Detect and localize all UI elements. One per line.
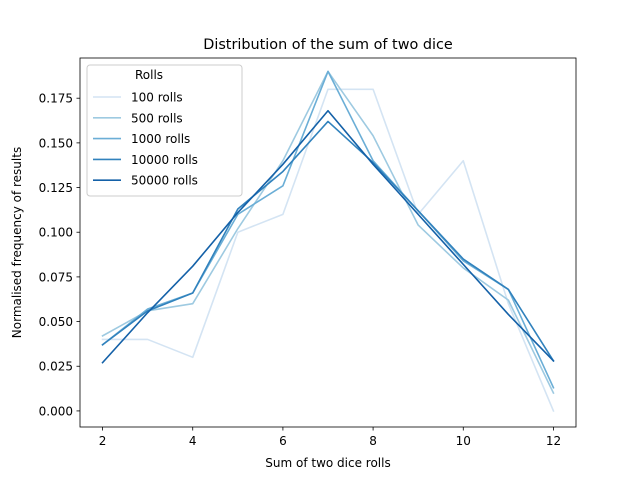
y-tick-label: 0.150 — [39, 136, 73, 150]
y-tick-label: 0.075 — [39, 270, 73, 284]
legend-entry: 500 rolls — [131, 111, 183, 125]
y-tick-label: 0.100 — [39, 226, 73, 240]
series-line-1 — [101, 88, 555, 412]
series-line-4 — [101, 120, 555, 362]
plot-area — [101, 70, 555, 412]
x-tick-label: 4 — [189, 434, 197, 448]
legend-entry: 50000 rolls — [131, 174, 198, 188]
legend-entry: 10000 rolls — [131, 153, 198, 167]
y-tick-label: 0.000 — [39, 404, 73, 418]
legend-entry: 1000 rolls — [131, 132, 190, 146]
y-tick-label: 0.125 — [39, 181, 73, 195]
legend-box — [86, 64, 243, 197]
series-line-5 — [101, 109, 555, 364]
x-tick-label: 10 — [456, 434, 471, 448]
x-tick-label: 2 — [99, 434, 107, 448]
y-tick-label: 0.175 — [39, 92, 73, 106]
x-axis-label: Sum of two dice rolls — [265, 456, 390, 470]
legend-title: Rolls — [135, 68, 163, 82]
legend: Rolls 100 rolls 500 rolls 1000 rolls 10000 r… — [86, 64, 243, 197]
axes-frame — [79, 57, 577, 428]
y-axis: 0.000 0.025 0.050 0.075 0.100 0.125 0.150 0.175 — [39, 92, 80, 418]
y-tick-label: 0.025 — [39, 360, 73, 374]
x-tick-label: 8 — [369, 434, 377, 448]
chart-title: Distribution of the sum of two dice — [203, 37, 453, 53]
y-axis-label: Normalised frequency of results — [10, 147, 24, 338]
x-tick-label: 12 — [546, 434, 561, 448]
x-tick-label: 6 — [279, 434, 287, 448]
y-tick-label: 0.050 — [39, 315, 73, 329]
legend-entry: 100 rolls — [131, 91, 183, 105]
x-axis: 2 4 6 8 10 12 — [99, 427, 561, 448]
